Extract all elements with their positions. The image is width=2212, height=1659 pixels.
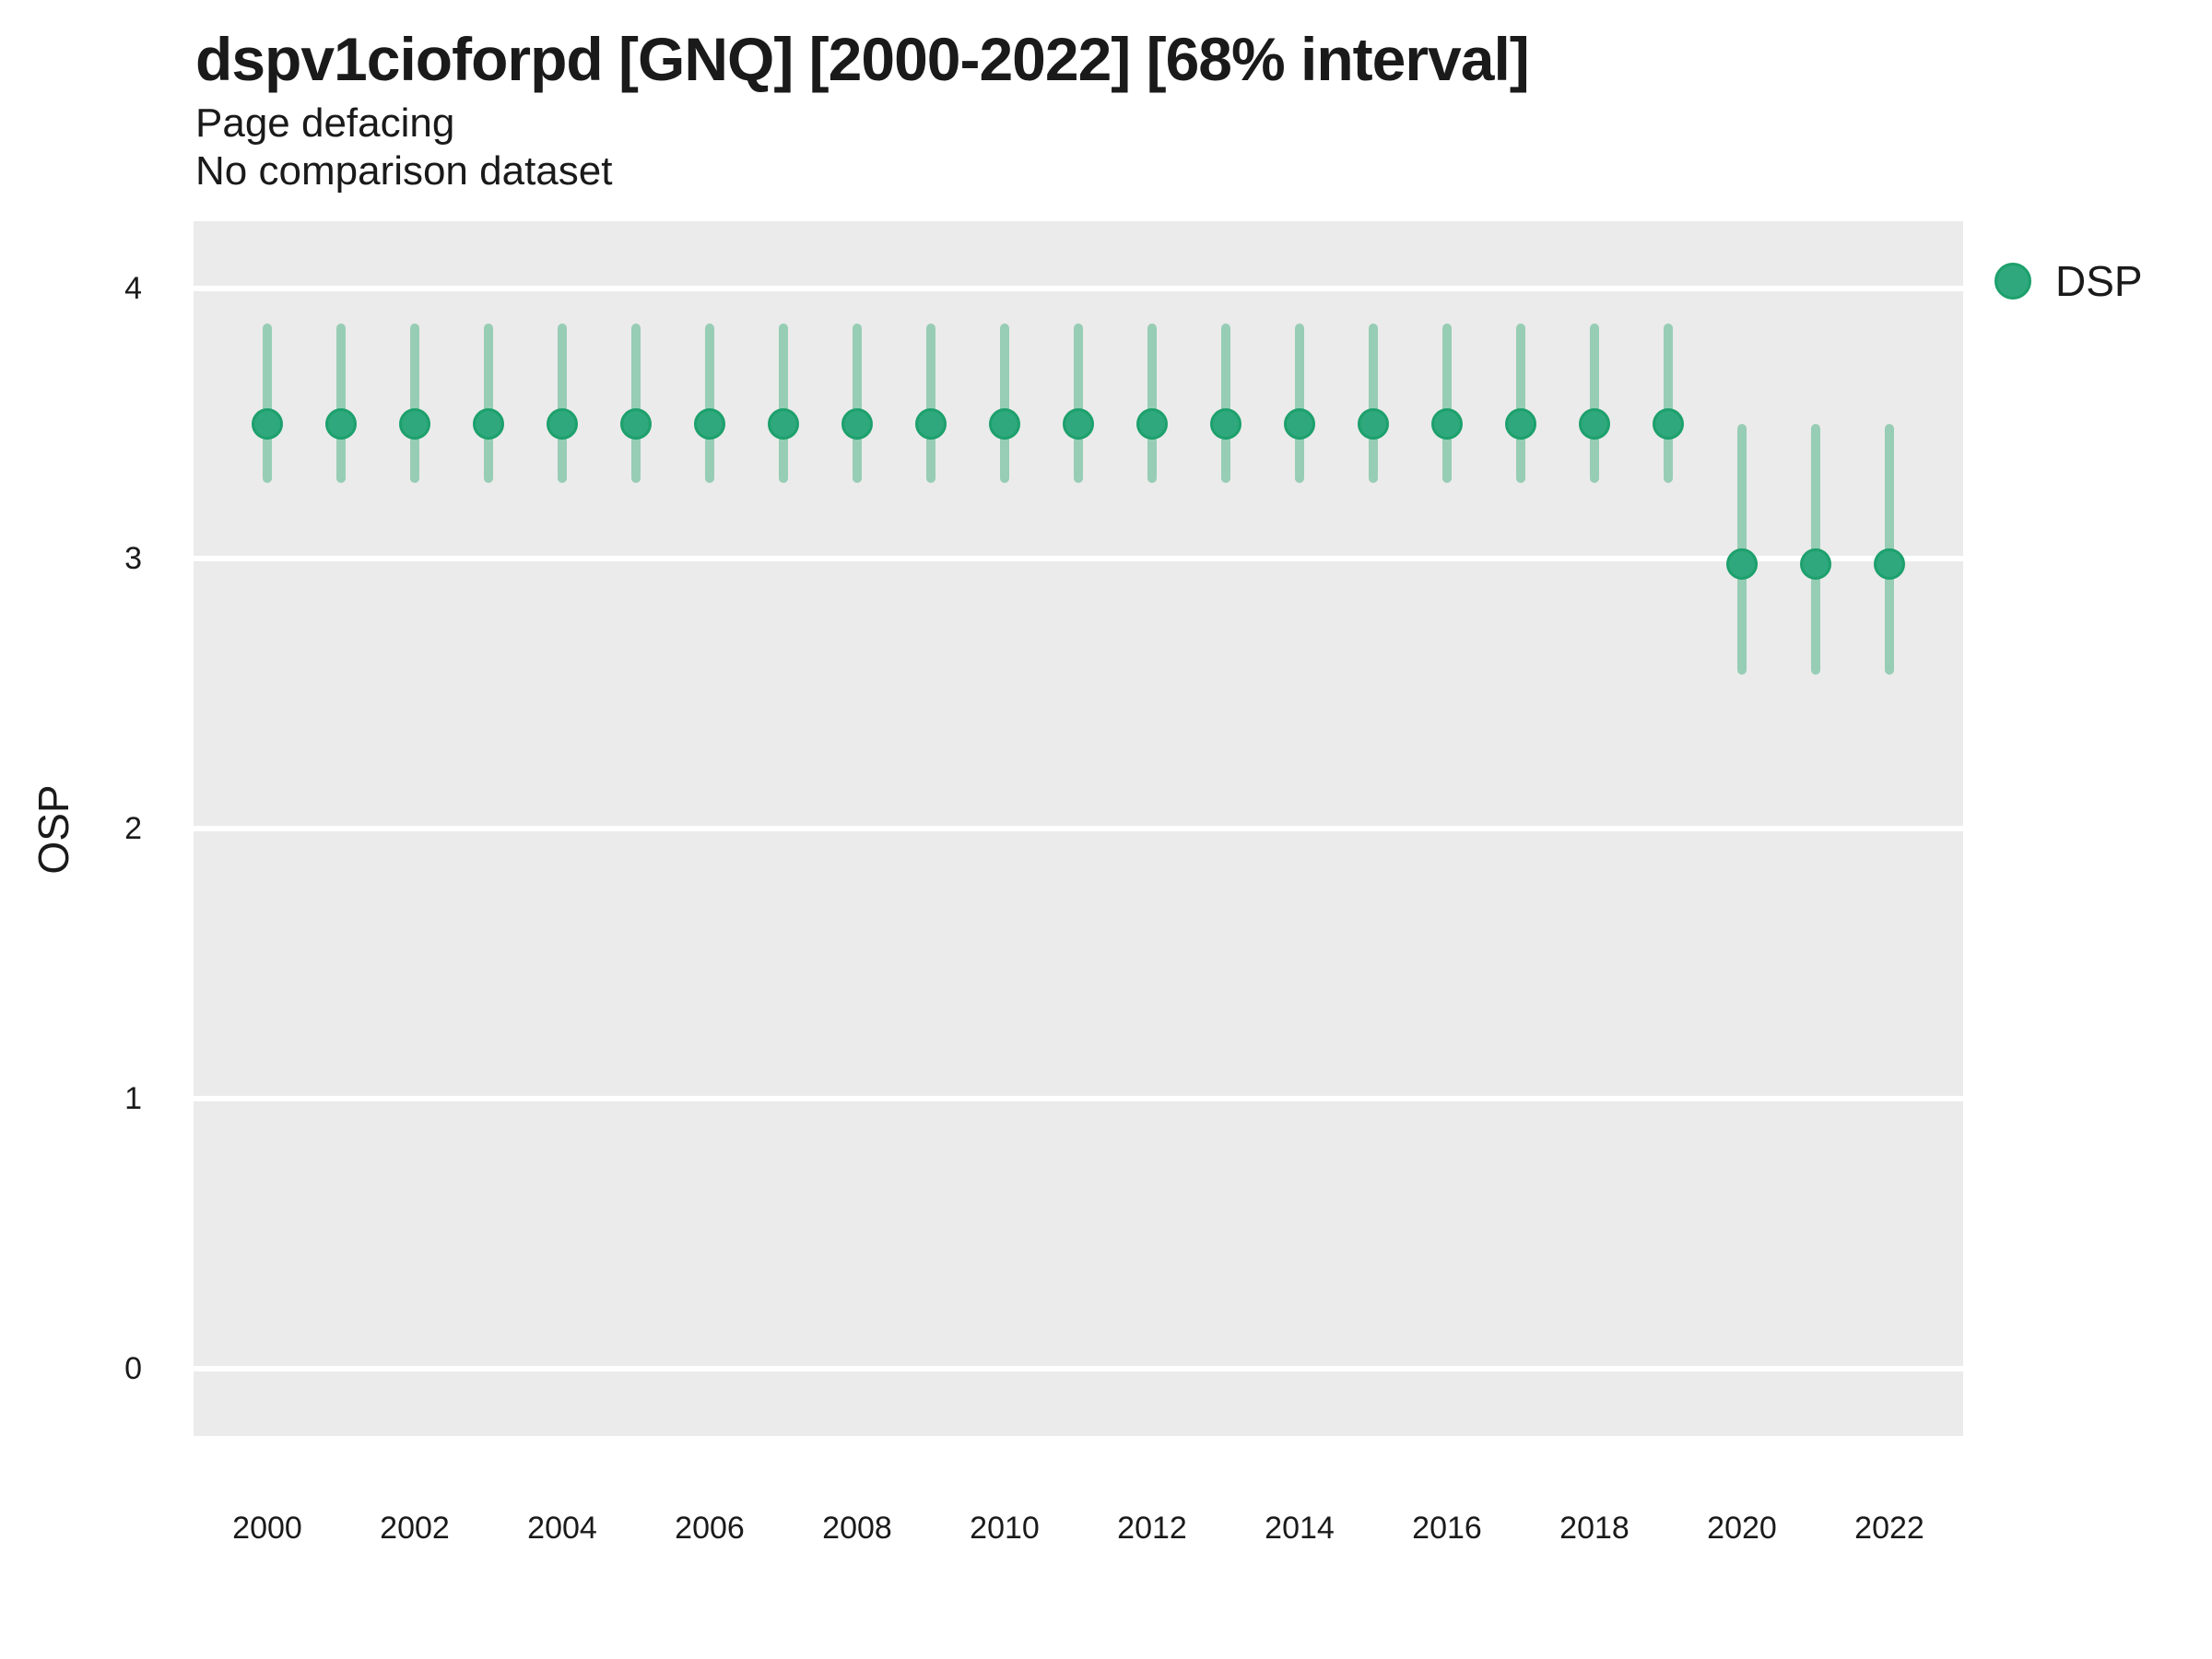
- data-point-2010: [989, 407, 1020, 440]
- data-point-2001: [325, 407, 357, 440]
- data-point-2016: [1431, 407, 1463, 440]
- data-point-2012: [1136, 407, 1168, 440]
- error-bar-2002: [410, 324, 419, 484]
- data-point-2000: [252, 407, 283, 440]
- error-bar-2001: [336, 324, 346, 484]
- x-tick-label-2020: 2020: [1707, 1511, 1777, 1546]
- error-bar-2005: [631, 324, 641, 484]
- error-bar-2000: [263, 324, 272, 484]
- data-point-2002: [399, 407, 430, 440]
- x-tick-label-2014: 2014: [1265, 1511, 1335, 1546]
- y-tick-label-3: 3: [124, 541, 142, 577]
- y-tick-label-2: 2: [124, 811, 142, 846]
- x-tick-label-2016: 2016: [1412, 1511, 1482, 1546]
- gridline-y-2: [194, 826, 1963, 831]
- y-tick-label-0: 0: [124, 1350, 142, 1386]
- x-tick-label-2012: 2012: [1117, 1511, 1187, 1546]
- gridline-y-3: [194, 556, 1963, 562]
- error-bar-2006: [705, 324, 714, 484]
- y-tick-label-4: 4: [124, 271, 142, 307]
- error-bar-2004: [558, 324, 567, 484]
- data-point-2018: [1579, 407, 1610, 440]
- data-point-2006: [694, 407, 725, 440]
- error-bar-2009: [926, 324, 935, 484]
- error-bar-2011: [1074, 324, 1083, 484]
- error-bar-2013: [1221, 324, 1230, 484]
- data-point-2017: [1505, 407, 1536, 440]
- x-tick-label-2008: 2008: [822, 1511, 892, 1546]
- error-bar-2015: [1369, 324, 1378, 484]
- x-tick-label-2000: 2000: [232, 1511, 302, 1546]
- chart-title: dspv1cioforpd [GNQ] [2000-2022] [68% int…: [195, 25, 1530, 93]
- data-point-2013: [1210, 407, 1241, 440]
- gridline-y-0: [194, 1365, 1963, 1371]
- x-tick-label-2006: 2006: [675, 1511, 745, 1546]
- data-point-2014: [1284, 407, 1315, 440]
- data-point-2019: [1653, 407, 1684, 440]
- legend-marker-icon: [1994, 263, 2031, 300]
- data-point-2009: [915, 407, 947, 440]
- error-bar-2018: [1590, 324, 1599, 484]
- error-bar-2017: [1516, 324, 1525, 484]
- data-point-2004: [547, 407, 578, 440]
- error-bar-2007: [779, 324, 788, 484]
- data-point-2003: [473, 407, 504, 440]
- error-bar-2014: [1295, 324, 1304, 484]
- data-point-2005: [620, 407, 652, 440]
- data-point-2008: [841, 407, 873, 440]
- legend-label: DSP: [2055, 257, 2143, 305]
- data-point-2021: [1800, 547, 1831, 580]
- x-tick-label-2022: 2022: [1854, 1511, 1924, 1546]
- x-tick-label-2010: 2010: [970, 1511, 1040, 1546]
- error-bar-2012: [1147, 324, 1157, 484]
- x-tick-label-2018: 2018: [1559, 1511, 1630, 1546]
- error-bar-2008: [853, 324, 862, 484]
- data-point-2007: [768, 407, 799, 440]
- error-bar-2016: [1442, 324, 1452, 484]
- chart-subtitle: Page defacing: [195, 100, 455, 146]
- y-tick-label-1: 1: [124, 1080, 142, 1116]
- error-bar-2019: [1664, 324, 1673, 484]
- x-tick-label-2002: 2002: [380, 1511, 450, 1546]
- data-point-2015: [1358, 407, 1389, 440]
- gridline-y-4: [194, 286, 1963, 292]
- data-point-2020: [1726, 547, 1758, 580]
- error-bar-2003: [484, 324, 493, 484]
- chart-note: No comparison dataset: [195, 148, 613, 194]
- data-point-2022: [1874, 547, 1905, 580]
- legend: DSP: [1994, 256, 2143, 306]
- gridline-y-1: [194, 1095, 1963, 1101]
- error-bar-2010: [1000, 324, 1009, 484]
- data-point-2011: [1063, 407, 1094, 440]
- x-tick-label-2004: 2004: [527, 1511, 597, 1546]
